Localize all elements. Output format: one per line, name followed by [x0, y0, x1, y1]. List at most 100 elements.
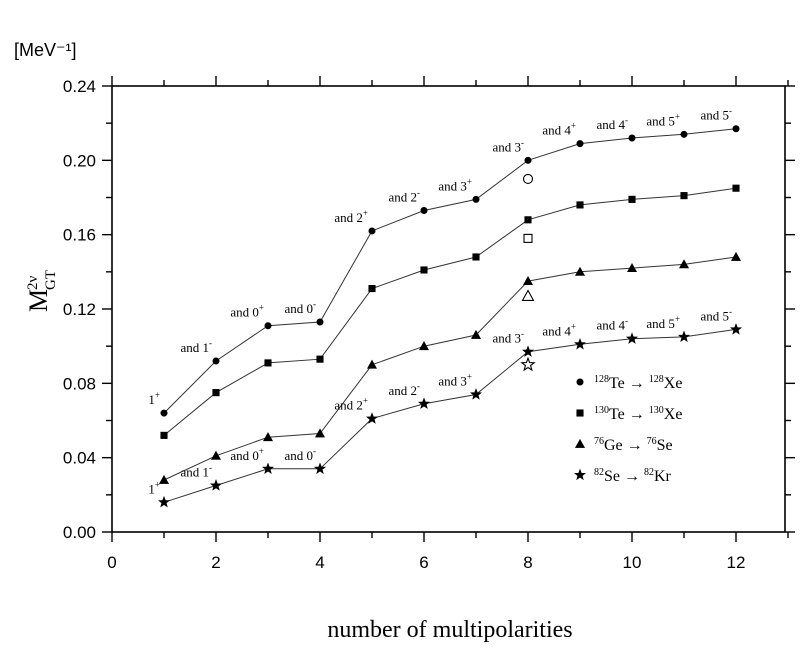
data-point-star — [469, 388, 483, 400]
data-point-triangle — [262, 432, 274, 442]
lower-annotation: and 1- — [180, 463, 212, 480]
legend-marker-circle — [576, 378, 584, 386]
series-line-3 — [163, 328, 737, 503]
data-point-square — [576, 201, 584, 209]
y-tick-label: 0.08 — [63, 374, 96, 393]
lower-annotation: and 2+ — [334, 396, 368, 413]
open-point-star — [520, 356, 536, 372]
data-point-square — [420, 266, 428, 274]
lower-annotation: and 0+ — [230, 446, 264, 463]
x-tick-label: 6 — [419, 553, 428, 572]
series-line-0 — [163, 128, 737, 414]
data-point-square — [472, 253, 480, 261]
data-point-circle — [472, 195, 480, 203]
upper-annotation: and 1- — [180, 338, 212, 355]
x-tick-label: 8 — [523, 553, 532, 572]
data-point-star — [677, 330, 691, 343]
svg-text:M: M — [24, 289, 53, 312]
y-axis-title-main: M — [24, 289, 53, 312]
data-point-square — [212, 389, 220, 397]
legend-marker-triangle — [574, 438, 586, 448]
data-point-square — [628, 195, 636, 203]
data-point-star — [313, 462, 327, 474]
x-tick-label: 12 — [727, 553, 746, 572]
upper-annotation: and 3+ — [438, 176, 472, 193]
data-point-triangle — [574, 266, 586, 276]
data-point-circle — [628, 134, 636, 142]
data-point-triangle — [158, 474, 170, 484]
series-line-2 — [163, 256, 737, 481]
data-point-star — [729, 323, 743, 335]
data-point-star — [573, 337, 587, 350]
y-tick-label: 0.00 — [63, 523, 96, 542]
legend-entry: 128Te → 128Xe — [594, 374, 682, 392]
lower-annotation: and 3+ — [438, 371, 472, 388]
data-point-triangle — [730, 251, 742, 261]
legend-entry: 82Se → 82Kr — [594, 467, 672, 485]
upper-annotation: and 2- — [388, 188, 420, 205]
data-point-triangle — [210, 450, 222, 460]
data-point-circle — [732, 125, 740, 133]
lower-annotation: and 0- — [284, 446, 316, 463]
y-axis-title-sub: GT — [43, 270, 59, 290]
y-axis-title-sup: 2ν — [25, 276, 41, 291]
series-markers — [157, 125, 743, 508]
y-tick-label: 0.24 — [63, 77, 96, 96]
upper-annotation: and 0+ — [230, 303, 264, 320]
open-point-circle — [522, 173, 534, 184]
data-point-star — [261, 462, 275, 474]
data-point-triangle — [366, 359, 378, 369]
data-point-triangle — [522, 276, 534, 286]
legend-entry: 76Ge → 76Se — [594, 436, 673, 454]
x-tick-label: 2 — [211, 553, 220, 572]
data-point-triangle — [314, 428, 326, 438]
open-point-triangle — [521, 289, 535, 301]
data-point-square — [368, 285, 376, 293]
y-axis-title: M 2ν GT — [24, 270, 59, 312]
lower-annotation: and 2- — [388, 381, 420, 398]
data-point-circle — [680, 130, 688, 138]
data-point-square — [264, 359, 272, 367]
data-point-star — [521, 345, 535, 357]
data-point-circle — [576, 140, 584, 148]
data-point-star — [625, 332, 639, 344]
upper-annotation: and 2+ — [334, 208, 368, 225]
x-axis-title: number of multipolarities — [327, 617, 572, 643]
upper-annotation: and 4+ — [542, 121, 576, 138]
upper-annotation: 1+ — [148, 390, 160, 407]
annotations: 1+ and 1- and 0+ and 0- and 2+ and 2- and 3+ an… — [148, 106, 732, 497]
lower-annotation: 1+ — [148, 479, 160, 496]
data-point-circle — [368, 227, 376, 235]
upper-annotation: and 4- — [596, 115, 628, 132]
data-point-star — [365, 412, 379, 424]
data-point-circle — [212, 357, 220, 365]
data-point-circle — [524, 156, 532, 164]
data-point-triangle — [626, 262, 638, 273]
data-point-square — [680, 192, 688, 200]
data-point-square — [316, 355, 324, 363]
unit-label: [MeV⁻¹] — [14, 40, 77, 60]
legend-entry: 130Te → 130Xe — [594, 405, 682, 423]
data-point-triangle — [418, 341, 430, 351]
legend-marker-square — [576, 409, 584, 417]
lower-annotation: and 4- — [596, 316, 628, 333]
data-point-circle — [420, 207, 428, 215]
x-tick-label: 4 — [315, 553, 324, 572]
data-point-star — [209, 479, 223, 491]
lower-annotation: and 5+ — [646, 314, 680, 331]
plot-frame — [111, 85, 786, 533]
upper-annotation: and 3- — [492, 137, 524, 154]
data-point-circle — [160, 409, 168, 417]
data-point-square — [524, 216, 532, 224]
y-tick-label: 0.20 — [63, 151, 96, 170]
axes: 0 2 4 6 8 10 12 0.00 0.04 0.08 0.12 0.16 0.20 0.24 — [63, 76, 795, 572]
upper-annotation: and 5+ — [646, 111, 680, 128]
upper-annotation: and 5- — [700, 106, 732, 123]
open-point-square — [523, 233, 533, 243]
data-point-square — [160, 431, 168, 439]
legend: 128Te → 128Xe 130Te → 130Xe 76Ge → 76Se 82S… — [573, 374, 682, 485]
data-point-star — [157, 495, 171, 508]
data-point-circle — [264, 322, 272, 330]
series-line-1 — [163, 187, 737, 436]
data-point-triangle — [678, 259, 690, 269]
